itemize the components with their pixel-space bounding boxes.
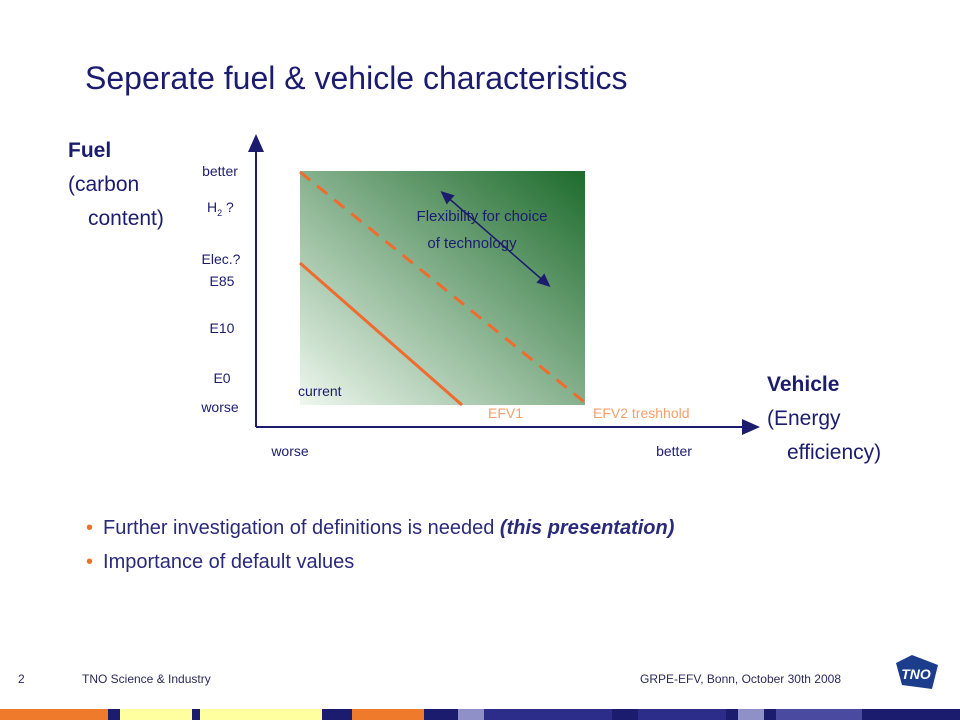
x-axis-left-label: worse: [270, 443, 309, 459]
efv2-threshold-label: EFV2 treshhold: [593, 405, 690, 421]
flexibility-label-line1: Flexibility for choice: [417, 208, 548, 225]
fuel-label-elec: Elec.?: [202, 251, 241, 267]
bullet-text: Importance of default values: [103, 551, 355, 573]
y-axis-title-line3: content): [88, 207, 164, 230]
x-axis-title: Vehicle (Energy efficiency): [767, 368, 881, 470]
decorative-stripe-bar: [0, 709, 960, 720]
bullet-emphasis: (this presentation): [499, 517, 675, 539]
bullet-icon: •: [86, 551, 94, 573]
current-label: current: [298, 383, 342, 399]
bullet-text: Further investigation of definitions is …: [103, 517, 500, 539]
tno-logo: TNO: [896, 655, 938, 689]
x-axis-title-line3: efficiency): [787, 441, 882, 464]
x-axis-title-line2: (Energy: [767, 407, 841, 430]
x-axis-right-label: better: [656, 443, 692, 459]
fuel-label-e10: E10: [210, 320, 235, 336]
efv1-label: EFV1: [488, 405, 523, 421]
fuel-label-e85: E85: [210, 273, 235, 289]
bullet-item: • Importance of default values: [86, 551, 354, 574]
fuel-label-e0: E0: [213, 370, 230, 386]
fuel-label-h2: H2 ?: [207, 199, 234, 218]
y-axis-top-label: better: [202, 163, 238, 179]
page-number: 2: [18, 672, 25, 686]
footer-org: TNO Science & Industry: [82, 672, 211, 686]
bullet-item: • Further investigation of definitions is…: [86, 517, 674, 540]
y-axis-title-line2: (carbon: [68, 173, 140, 196]
x-axis-title-main: Vehicle: [767, 373, 840, 396]
slide-title: Seperate fuel & vehicle characteristics: [85, 60, 628, 96]
tno-logo-text: TNO: [901, 666, 931, 682]
efv2-threshold-line: [299, 170, 589, 407]
flexibility-label-line2: of technology: [427, 235, 517, 252]
current-line: [299, 261, 463, 407]
flexibility-arrow: [440, 191, 551, 287]
y-axis-bottom-label: worse: [200, 399, 239, 415]
y-axis-title-main: Fuel: [68, 139, 112, 162]
footer-event: GRPE-EFV, Bonn, October 30th 2008: [640, 672, 842, 686]
y-axis-title: Fuel (carbon content): [68, 134, 164, 236]
bullet-icon: •: [86, 517, 94, 539]
